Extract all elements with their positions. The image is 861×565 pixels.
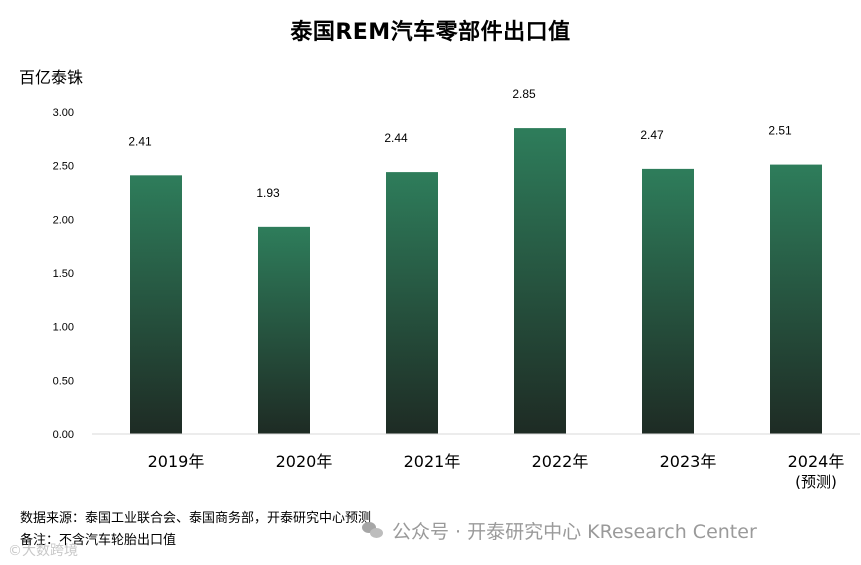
y-axis-unit-label: 百亿泰铢 xyxy=(19,68,84,87)
y-tick-label: 0.00 xyxy=(53,429,74,441)
bars: 2.41 1.93 2.44 2.85 2.47 2.51 xyxy=(128,87,822,435)
x-tick-label: 2023年 xyxy=(660,452,717,471)
x-axis: 2019年 2020年 2021年 2022年 2023年 2024年 (预测) xyxy=(92,433,860,491)
data-label: 2.47 xyxy=(640,128,664,142)
x-tick-sublabel: (预测) xyxy=(795,473,837,491)
y-tick-label: 0.50 xyxy=(53,375,74,387)
bar xyxy=(130,175,182,434)
data-label: 2.41 xyxy=(128,134,152,148)
y-tick-label: 1.50 xyxy=(53,268,74,280)
data-source-note: 数据来源：泰国工业联合会、泰国商务部，开泰研究中心预测 xyxy=(20,511,372,526)
chart-title: 泰国REM汽车零部件出口值 xyxy=(290,20,571,45)
data-label: 1.93 xyxy=(256,186,280,200)
y-tick-label: 1.00 xyxy=(53,322,74,334)
data-label: 2.51 xyxy=(768,124,792,138)
bar xyxy=(770,164,822,435)
wechat-icon xyxy=(362,521,384,540)
corner-watermark: ©大数跨境 xyxy=(8,543,78,559)
watermark-text: 公众号 · 开泰研究中心 KResearch Center xyxy=(392,521,757,543)
x-tick-label: 2019年 xyxy=(148,452,205,471)
y-tick-label: 2.50 xyxy=(53,161,74,173)
bar xyxy=(258,226,310,434)
bar xyxy=(386,172,438,434)
remark-note: 备注：不含汽车轮胎出口值 xyxy=(20,533,177,548)
data-label: 2.44 xyxy=(384,131,408,145)
x-tick-label: 2020年 xyxy=(276,452,333,471)
y-axis: 0.00 0.50 1.00 1.50 2.00 2.50 3.00 xyxy=(53,107,74,441)
bar xyxy=(514,128,566,434)
bar xyxy=(642,168,694,435)
data-label: 2.85 xyxy=(512,87,536,101)
y-tick-label: 3.00 xyxy=(53,107,74,119)
x-tick-label: 2021年 xyxy=(404,452,461,471)
y-tick-label: 2.00 xyxy=(53,214,74,226)
watermark: 公众号 · 开泰研究中心 KResearch Center xyxy=(362,517,757,544)
x-tick-label: 2024年 xyxy=(788,452,845,471)
x-tick-label: 2022年 xyxy=(532,452,589,471)
